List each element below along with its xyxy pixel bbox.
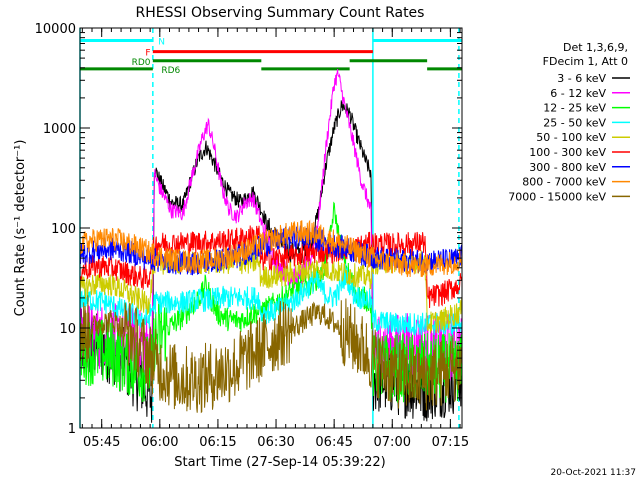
x-tick-label-4: 06:45	[315, 435, 352, 450]
y-tick-label-0: 1	[68, 422, 76, 437]
chart-title: RHESSI Observing Summary Count Rates	[136, 5, 425, 21]
legend-label-5: 100 - 300 keV	[529, 146, 606, 159]
x-tick-label-1: 06:00	[141, 435, 178, 450]
y-tick-label-3: 1000	[43, 122, 76, 137]
y-tick-label-2: 100	[51, 222, 76, 237]
plot-timestamp: 20-Oct-2021 11:37	[551, 468, 636, 478]
legend-label-1: 6 - 12 keV	[550, 87, 606, 100]
series-lines	[80, 69, 462, 423]
x-tick-label-3: 06:30	[257, 435, 294, 450]
y-tick-label-1: 10	[59, 322, 76, 337]
legend-header-0: Det 1,3,6,9,	[563, 41, 628, 54]
legend-label-0: 3 - 6 keV	[557, 72, 606, 85]
legend-label-2: 12 - 25 keV	[543, 102, 606, 115]
legend-label-7: 800 - 7000 keV	[522, 176, 606, 189]
legend-label-6: 300 - 800 keV	[529, 161, 606, 174]
flag-label-rd6: RD6	[161, 66, 180, 76]
flag-label-f: F	[145, 49, 150, 59]
series-line-8	[80, 295, 462, 414]
y-axis-label: Count Rate (s⁻¹ detector⁻¹)	[13, 140, 28, 317]
x-tick-label-0: 05:45	[83, 435, 120, 450]
legend-label-4: 50 - 100 keV	[536, 131, 606, 144]
axes: 1 10 100 1000 10000 05:45 06:00 06:15 06:30 06:45…	[35, 22, 469, 450]
legend-label-8: 7000 - 15000 keV	[508, 190, 606, 203]
legend-header-1: FDecim 1, Att 0	[543, 55, 628, 68]
series-line-3	[80, 263, 462, 336]
x-axis-label: Start Time (27-Sep-14 05:39:22)	[174, 455, 385, 470]
legend: Det 1,3,6,9,FDecim 1, Att 0 3 - 6 keV 6 - …	[508, 41, 630, 203]
legend-label-3: 25 - 50 keV	[543, 116, 606, 129]
series-line-5	[80, 225, 462, 309]
y-tick-label-4: 10000	[35, 22, 76, 37]
x-tick-label-5: 07:00	[374, 435, 411, 450]
flag-label-n: N	[158, 37, 165, 47]
x-tick-label-6: 07:15	[432, 435, 469, 450]
series-line-7	[80, 219, 462, 278]
x-tick-label-2: 06:15	[199, 435, 236, 450]
flag-label-rd0: RD0	[132, 58, 151, 68]
